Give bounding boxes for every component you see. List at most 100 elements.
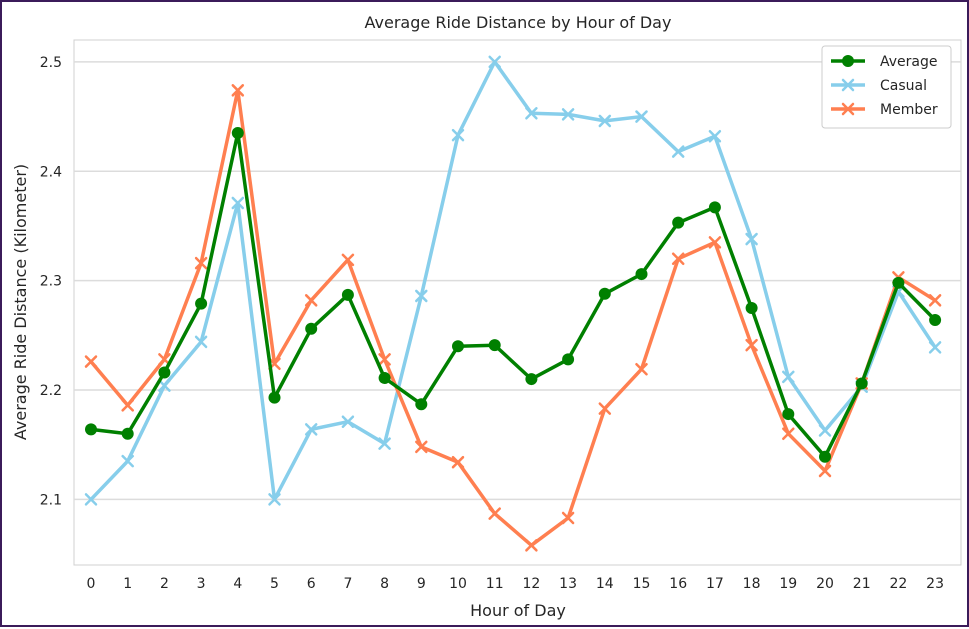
average-point xyxy=(782,408,795,421)
average-point xyxy=(121,427,134,440)
x-tick-label: 17 xyxy=(706,576,724,592)
member-point xyxy=(121,399,134,412)
member-point xyxy=(194,256,208,270)
grid-lines xyxy=(74,61,961,501)
legend: Average Casual Member xyxy=(821,45,952,129)
x-tick-label: 13 xyxy=(559,576,577,592)
member-point xyxy=(378,353,391,366)
legend-marker-average xyxy=(842,55,854,67)
plot-area xyxy=(73,39,962,566)
average-point xyxy=(341,288,354,301)
x-tick-label: 0 xyxy=(87,576,96,592)
average-point xyxy=(819,450,831,463)
member-point xyxy=(671,252,685,265)
x-tick-label: 5 xyxy=(270,576,279,592)
average-point xyxy=(452,340,464,353)
casual-point xyxy=(818,424,832,437)
average-point xyxy=(158,366,171,379)
average-point xyxy=(525,373,538,386)
x-tick-label: 20 xyxy=(816,576,834,592)
casual-point xyxy=(121,454,134,468)
casual-point xyxy=(525,107,538,120)
average-point xyxy=(415,398,428,411)
casual-point xyxy=(635,110,648,123)
member-point xyxy=(231,84,245,97)
x-tick-label: 10 xyxy=(449,576,467,592)
casual-point xyxy=(84,493,98,506)
x-tick-label: 7 xyxy=(343,576,352,592)
x-tick-label: 18 xyxy=(743,576,761,592)
member-point xyxy=(415,440,428,454)
legend-item-average: Average xyxy=(831,54,938,70)
x-tick-label: 14 xyxy=(596,576,614,592)
average-point xyxy=(892,276,905,289)
casual-point xyxy=(928,341,942,354)
legend-label-member: Member xyxy=(880,102,938,118)
casual-point xyxy=(561,108,575,121)
legend-item-casual: Casual xyxy=(831,78,927,94)
member-point xyxy=(818,464,832,478)
average-point xyxy=(745,301,758,314)
average-point xyxy=(305,322,318,335)
x-tick-label: 23 xyxy=(926,576,944,592)
tick-labels: 2.12.22.32.42.50 1 2 3 4 5 6 7 8 9 10 11 12 13 14 15 16 1… xyxy=(40,55,944,592)
series-casual xyxy=(84,55,942,506)
average-point xyxy=(635,268,648,281)
x-tick-label: 22 xyxy=(889,576,907,592)
member-point xyxy=(635,362,648,376)
casual-point xyxy=(671,145,685,158)
member-point xyxy=(341,253,355,267)
member-point xyxy=(304,294,318,307)
y-axis-label: Average Ride Distance (Kilometer) xyxy=(11,164,30,440)
y-tick-label: 2.5 xyxy=(40,55,62,71)
average-point xyxy=(672,216,685,229)
average-point xyxy=(708,201,721,214)
member-point xyxy=(451,455,465,469)
y-tick-label: 2.2 xyxy=(40,383,62,399)
member-point xyxy=(84,355,98,368)
casual-point xyxy=(782,370,795,384)
casual-point xyxy=(268,493,281,506)
average-point xyxy=(231,126,244,139)
member-point xyxy=(525,539,538,552)
y-tick-label: 2.3 xyxy=(40,274,62,290)
average-point xyxy=(268,391,281,404)
casual-point xyxy=(194,335,208,349)
x-tick-label: 8 xyxy=(380,576,389,592)
casual-point xyxy=(304,423,318,436)
average-line xyxy=(89,131,937,459)
x-tick-label: 6 xyxy=(307,576,316,592)
average-point xyxy=(85,423,97,436)
casual-point xyxy=(341,415,355,428)
average-point xyxy=(562,353,575,366)
series-layer xyxy=(84,55,942,552)
casual-point xyxy=(708,130,722,143)
casual-point xyxy=(231,196,245,210)
legend-item-member: Member xyxy=(831,102,938,118)
x-tick-label: 9 xyxy=(417,576,426,592)
chart-title: Average Ride Distance by Hour of Day xyxy=(365,13,672,32)
legend-label-average: Average xyxy=(880,54,938,70)
member-point xyxy=(745,338,758,352)
legend-label-casual: Casual xyxy=(880,78,927,94)
member-point xyxy=(782,427,795,440)
x-tick-label: 19 xyxy=(779,576,797,592)
legend-marker-casual xyxy=(841,78,855,92)
member-point xyxy=(598,402,612,415)
casual-line xyxy=(89,60,937,502)
series-average xyxy=(85,126,942,463)
average-point xyxy=(195,297,208,310)
x-tick-label: 1 xyxy=(123,576,132,592)
x-tick-label: 15 xyxy=(633,576,651,592)
x-tick-label: 4 xyxy=(233,576,242,592)
y-tick-label: 2.1 xyxy=(40,492,62,508)
casual-point xyxy=(415,289,428,303)
x-axis-label: Hour of Day xyxy=(470,601,566,620)
average-point xyxy=(378,371,391,384)
casual-point xyxy=(488,55,501,69)
average-point xyxy=(929,314,942,326)
member-point xyxy=(708,236,722,249)
casual-point xyxy=(451,128,465,142)
member-point xyxy=(561,511,575,525)
